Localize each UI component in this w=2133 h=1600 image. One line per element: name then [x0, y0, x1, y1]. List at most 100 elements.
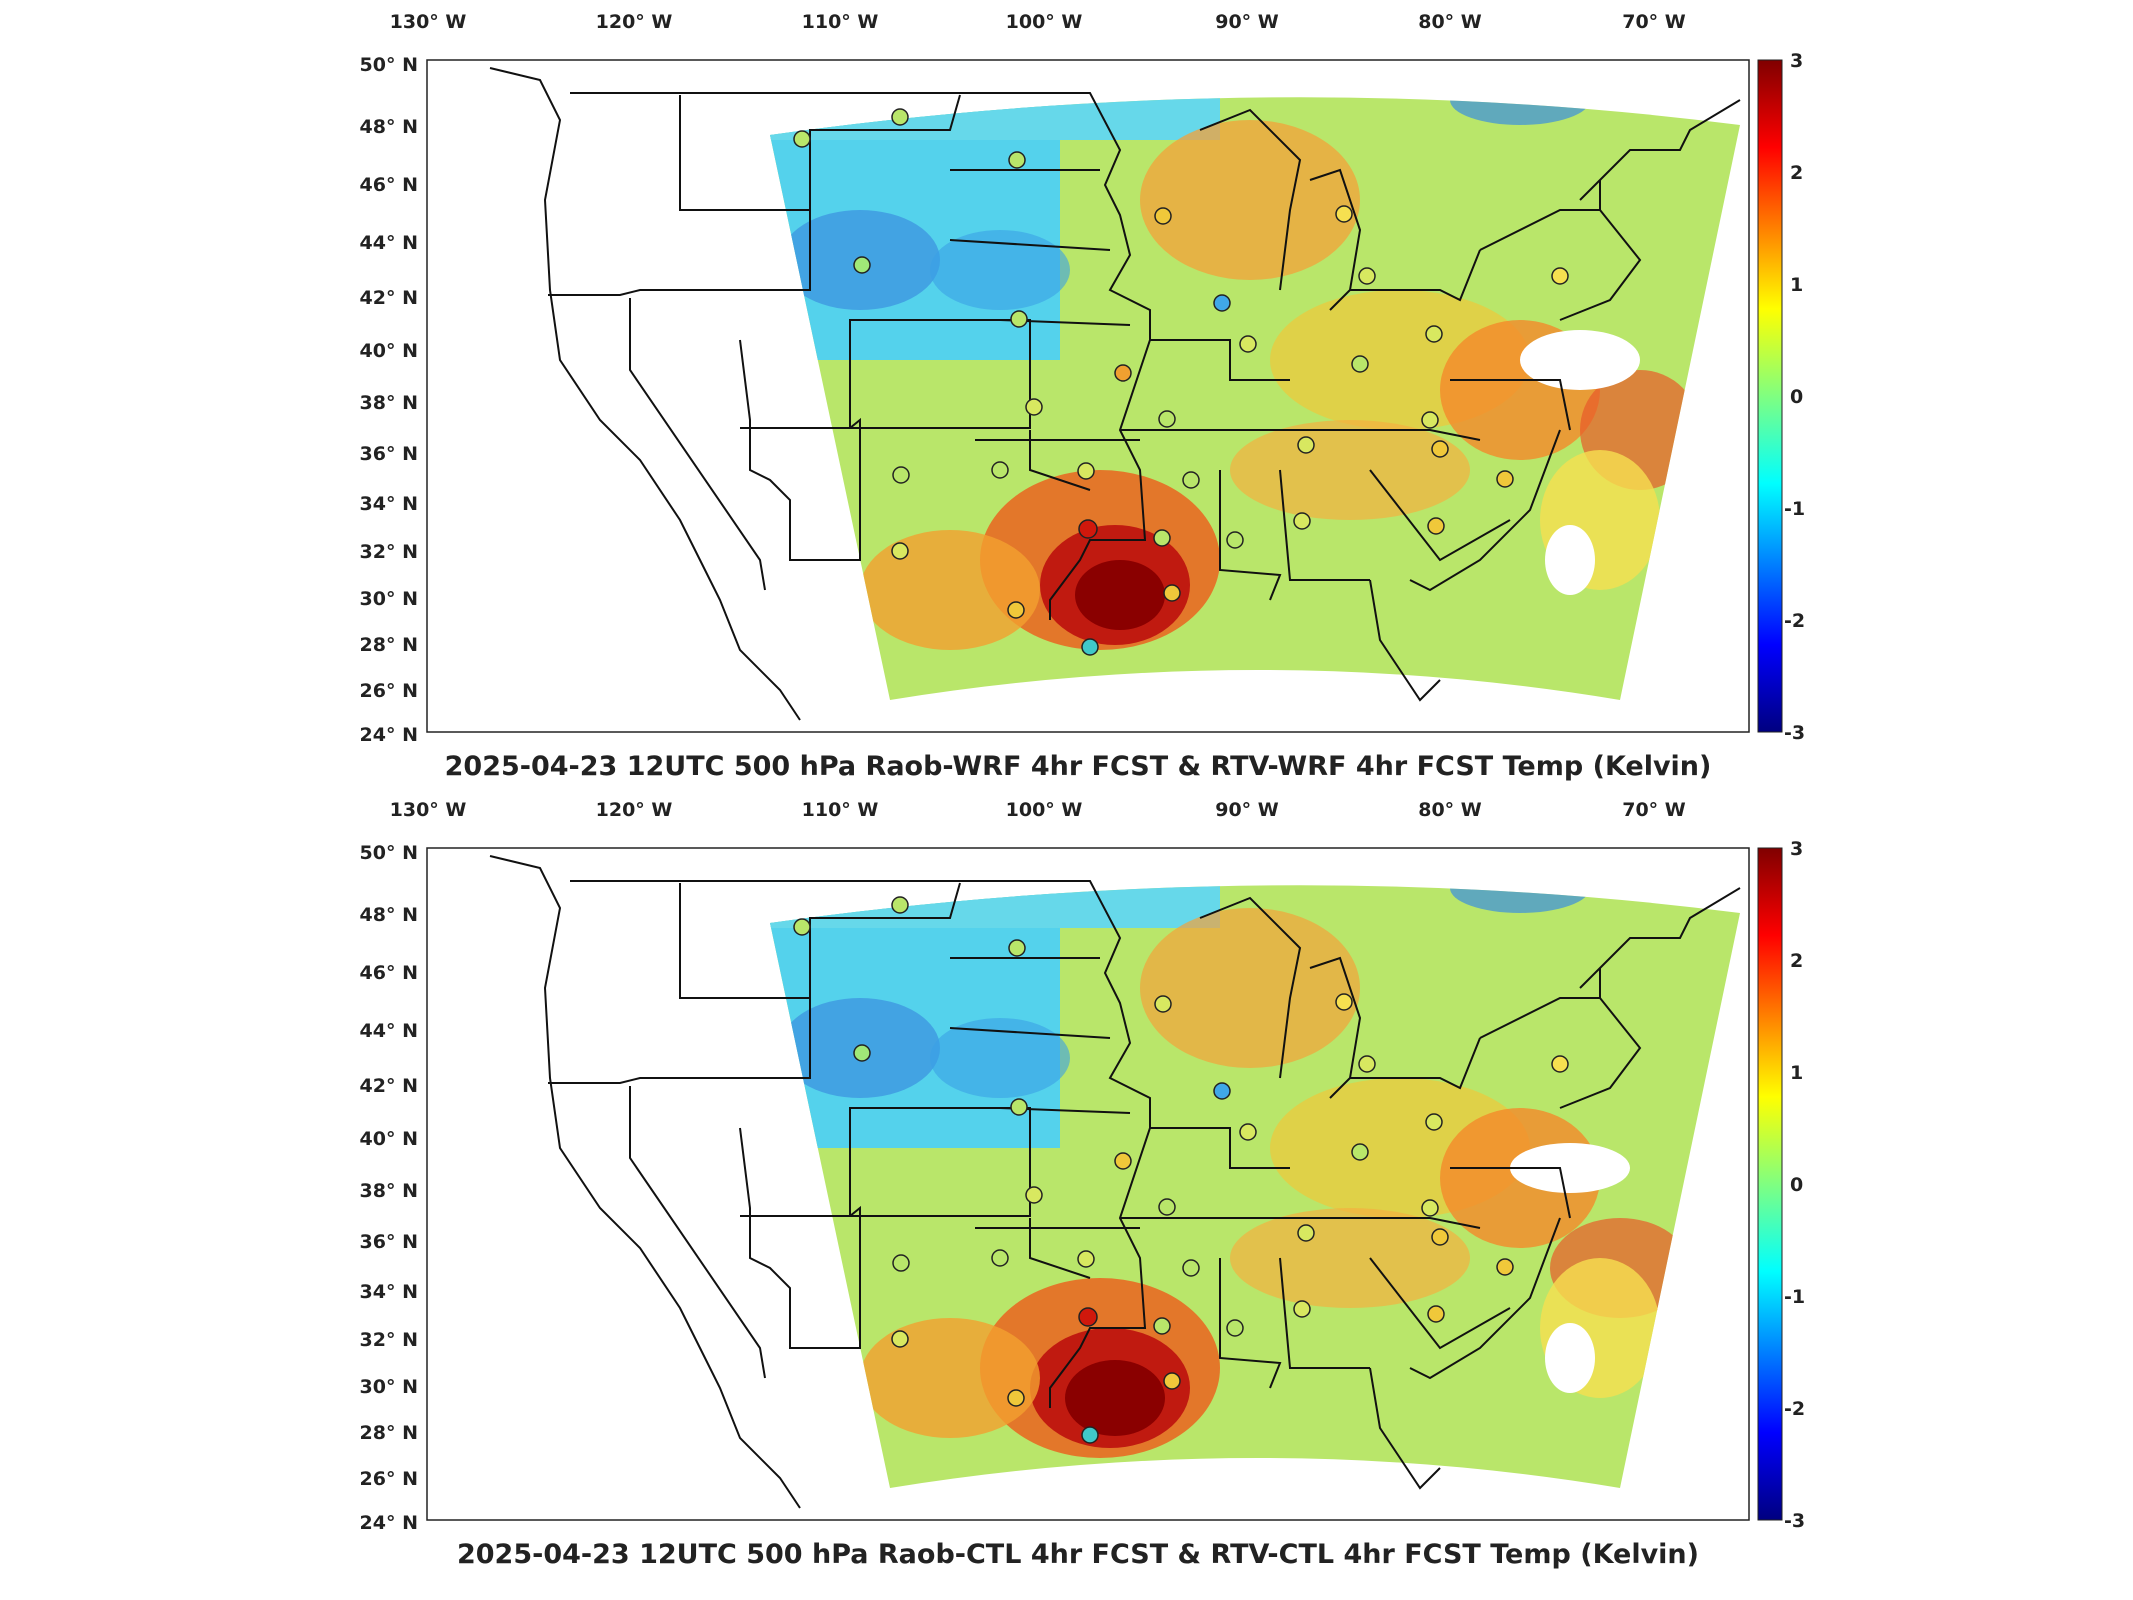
station-marker: [1239, 335, 1257, 353]
lon-label: 120° W: [596, 11, 673, 33]
boundary-lines: [489, 855, 1741, 1509]
colorbar-tick: 2: [1790, 162, 1803, 184]
colorbar: [1757, 847, 1783, 1521]
station-marker: [1008, 151, 1026, 169]
station-marker: [1114, 1152, 1132, 1170]
station-marker: [1496, 470, 1514, 488]
temperature-difference-field: [770, 885, 1740, 1488]
station-marker: [1163, 1372, 1181, 1390]
station-marker: [891, 896, 909, 914]
station-marker: [1213, 294, 1231, 312]
lat-label: 38° N: [360, 1180, 418, 1202]
lat-label: 34° N: [360, 1281, 418, 1303]
lat-label: 44° N: [360, 232, 418, 254]
colorbar-tick: 1: [1790, 1062, 1803, 1084]
lon-label: 90° W: [1215, 799, 1279, 821]
colorbar-tick: -3: [1784, 722, 1805, 744]
colorbar-tick: -1: [1784, 498, 1805, 520]
lat-label: 34° N: [360, 493, 418, 515]
station-marker: [1297, 436, 1315, 454]
lat-label: 28° N: [360, 1422, 418, 1444]
lat-label: 50° N: [360, 54, 418, 76]
station-marker: [1351, 355, 1369, 373]
station-marker: [1213, 1082, 1231, 1100]
lat-label: 44° N: [360, 1020, 418, 1042]
station-marker: [891, 1330, 909, 1348]
station-marker: [1158, 1198, 1176, 1216]
station-marker: [1078, 519, 1098, 539]
lat-label: 42° N: [360, 287, 418, 309]
station-marker: [1154, 207, 1172, 225]
station-marker: [1425, 1113, 1443, 1131]
station-marker: [1078, 1307, 1098, 1327]
lat-label: 46° N: [360, 174, 418, 196]
raob-stations: [793, 108, 1569, 656]
lat-label: 50° N: [360, 842, 418, 864]
temperature-difference-field: [770, 97, 1740, 701]
station-marker: [892, 1254, 910, 1272]
lat-label: 32° N: [360, 1329, 418, 1351]
colorbar-tick: 3: [1790, 838, 1803, 860]
longitude-labels: 130° W 120° W 110° W 100° W 90° W 80° W …: [390, 799, 1686, 821]
colorbar-tick: -3: [1784, 1510, 1805, 1532]
lat-label: 48° N: [360, 904, 418, 926]
station-marker: [1239, 1123, 1257, 1141]
station-marker: [1158, 410, 1176, 428]
colorbar-tick: 2: [1790, 950, 1803, 972]
station-marker: [1077, 1250, 1095, 1268]
station-marker: [1297, 1224, 1315, 1242]
colorbar-ticks: 3 2 1 0 -1 -2 -3: [1784, 50, 1805, 744]
colorbar-tick: 3: [1790, 50, 1803, 72]
station-marker: [1335, 205, 1353, 223]
lat-label: 24° N: [360, 1512, 418, 1534]
lat-label: 26° N: [360, 1468, 418, 1490]
colorbar-tick: -2: [1784, 610, 1805, 632]
lat-label: 46° N: [360, 962, 418, 984]
station-marker: [1182, 1259, 1200, 1277]
lat-label: 40° N: [360, 340, 418, 362]
station-marker: [1293, 512, 1311, 530]
station-marker: [1335, 993, 1353, 1011]
lat-label: 38° N: [360, 392, 418, 414]
station-marker: [793, 918, 811, 936]
lon-label: 70° W: [1622, 11, 1686, 33]
station-marker: [853, 256, 871, 274]
station-marker: [1358, 1055, 1376, 1073]
station-marker: [1081, 638, 1099, 656]
station-marker: [1431, 440, 1449, 458]
station-marker: [891, 542, 909, 560]
raob-stations: [793, 896, 1569, 1444]
lat-label: 40° N: [360, 1128, 418, 1150]
lon-label: 120° W: [596, 799, 673, 821]
station-marker: [1153, 529, 1171, 547]
lat-label: 36° N: [360, 1231, 418, 1253]
lat-label: 30° N: [360, 588, 418, 610]
station-marker: [1351, 1143, 1369, 1161]
station-marker: [1551, 267, 1569, 285]
latitude-labels: 50° N 48° N 46° N 44° N 42° N 40° N 38° …: [360, 842, 418, 1534]
station-marker: [1427, 517, 1445, 535]
station-marker: [1025, 398, 1043, 416]
colorbar: [1757, 59, 1783, 733]
station-marker: [1358, 267, 1376, 285]
lon-label: 110° W: [802, 799, 879, 821]
panel-title: 2025-04-23 12UTC 500 hPa Raob-WRF 4hr FC…: [445, 751, 1712, 782]
panel-title: 2025-04-23 12UTC 500 hPa Raob-CTL 4hr FC…: [457, 1539, 1699, 1570]
colorbar-tick: -1: [1784, 1286, 1805, 1308]
station-marker: [1025, 1186, 1043, 1204]
station-marker: [1163, 584, 1181, 602]
lat-label: 42° N: [360, 1075, 418, 1097]
lon-label: 110° W: [802, 11, 879, 33]
lat-label: 36° N: [360, 443, 418, 465]
colorbar-tick: 0: [1790, 386, 1803, 408]
lat-label: 26° N: [360, 680, 418, 702]
station-marker: [1226, 531, 1244, 549]
station-marker: [1114, 364, 1132, 382]
station-marker: [853, 1044, 871, 1062]
station-marker: [991, 461, 1009, 479]
station-marker: [1421, 411, 1439, 429]
longitude-labels: 130° W 120° W 110° W 100° W 90° W 80° W …: [390, 11, 1686, 33]
latitude-labels: 50° N 48° N 46° N 44° N 42° N 40° N 38° …: [360, 54, 418, 746]
station-marker: [1081, 1426, 1099, 1444]
colorbar-tick: -2: [1784, 1398, 1805, 1420]
